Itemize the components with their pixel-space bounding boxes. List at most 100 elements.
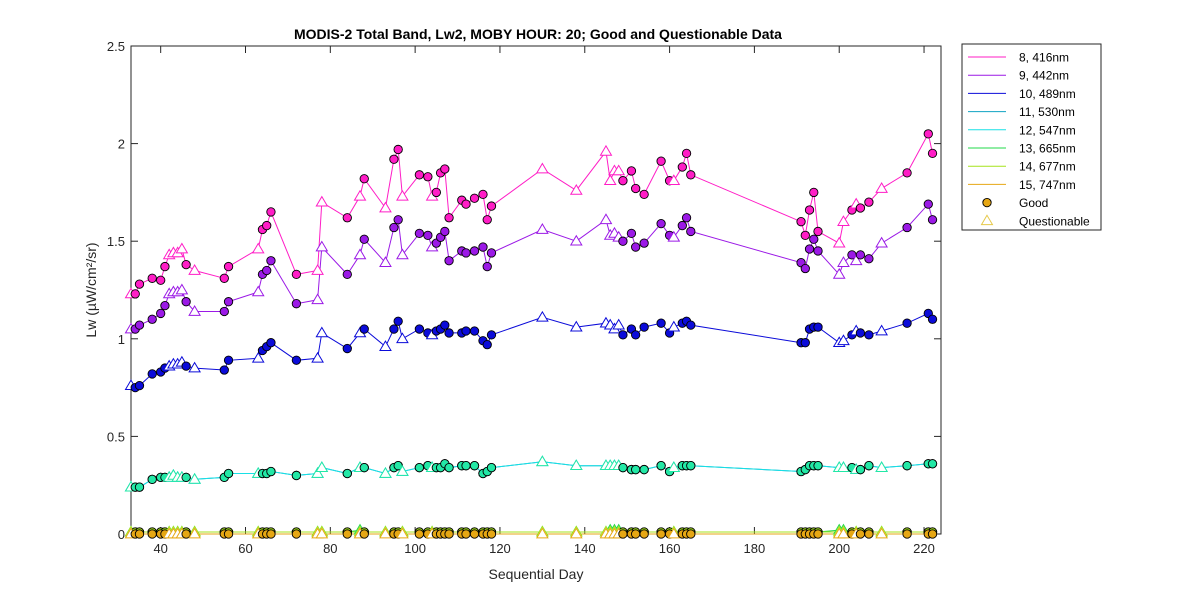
good-point xyxy=(359,462,369,473)
good-point xyxy=(927,314,938,324)
good-point xyxy=(342,269,352,280)
y-tick-label: 0.5 xyxy=(107,429,125,444)
legend-label-8: 8, 416nm xyxy=(1019,51,1069,65)
good-point xyxy=(626,228,637,239)
axes-box xyxy=(130,45,942,535)
series-markers xyxy=(124,129,938,539)
questionable-point xyxy=(599,213,613,225)
good-point xyxy=(639,529,649,539)
questionable-point xyxy=(396,465,409,476)
good-point xyxy=(291,269,302,280)
good-point xyxy=(181,529,191,539)
good-point xyxy=(482,215,492,225)
good-point xyxy=(927,529,938,539)
good-point xyxy=(160,261,170,272)
questionable-point xyxy=(379,340,392,351)
good-point xyxy=(618,330,628,340)
good-point xyxy=(855,529,866,539)
legend-label-13: 13, 665nm xyxy=(1019,142,1076,156)
questionable-point xyxy=(251,351,265,363)
questionable-point xyxy=(379,256,392,268)
good-point xyxy=(796,217,806,227)
chart-title: MODIS-2 Total Band, Lw2, MOBY HOUR: 20; … xyxy=(294,26,782,42)
good-point xyxy=(902,168,912,178)
good-point xyxy=(618,529,628,539)
good-point xyxy=(134,380,145,391)
questionable-point xyxy=(315,527,329,539)
good-point xyxy=(414,228,425,239)
good-point xyxy=(461,326,471,336)
good-point xyxy=(864,461,874,471)
good-point xyxy=(156,308,166,319)
y-tick-label: 1 xyxy=(118,332,125,347)
good-point xyxy=(864,197,874,207)
good-point xyxy=(147,273,157,283)
questionable-point xyxy=(832,267,846,279)
questionable-point xyxy=(311,467,324,478)
questionable-point xyxy=(379,467,392,478)
good-point xyxy=(262,220,272,231)
good-point xyxy=(631,242,641,252)
questionable-point xyxy=(569,320,583,332)
good-point xyxy=(686,461,696,471)
good-point xyxy=(147,474,157,484)
good-point xyxy=(359,234,369,244)
questionable-point xyxy=(837,334,850,346)
good-point xyxy=(444,256,454,266)
good-point xyxy=(631,183,641,194)
y-axis-label: Lw (µW/cm²/sr) xyxy=(83,242,99,337)
good-point xyxy=(927,148,938,159)
good-point xyxy=(359,529,369,539)
questionable-point xyxy=(599,144,613,156)
good-point xyxy=(639,238,649,248)
questionable-point xyxy=(875,527,889,539)
x-tick-label: 160 xyxy=(659,541,681,556)
good-point xyxy=(134,482,145,492)
legend-label-12: 12, 547nm xyxy=(1019,123,1076,137)
good-point xyxy=(855,250,866,260)
good-point xyxy=(478,242,488,252)
questionable-point xyxy=(667,230,681,242)
plot-area: 40 60 80 100 120 140 160 180 200 220 0 0.5 1 1.5 2 2.5 xyxy=(107,39,942,556)
good-point xyxy=(923,199,933,209)
x-tick-label: 180 xyxy=(744,541,766,556)
x-tick-label: 120 xyxy=(489,541,511,556)
good-point xyxy=(444,462,454,473)
legend-label-questionable: Questionable xyxy=(1019,214,1090,228)
good-point xyxy=(927,459,938,469)
questionable-point xyxy=(188,361,201,373)
good-point xyxy=(686,320,696,330)
questionable-point xyxy=(188,527,201,539)
good-point xyxy=(681,148,692,159)
good-point xyxy=(266,466,276,477)
questionable-point xyxy=(569,183,583,195)
good-point xyxy=(927,215,938,225)
good-point xyxy=(223,261,234,272)
good-point xyxy=(130,289,140,299)
questionable-point xyxy=(311,293,324,305)
questionable-point xyxy=(535,455,549,467)
good-point xyxy=(219,365,229,375)
good-point xyxy=(342,213,352,223)
questionable-point xyxy=(353,248,367,260)
good-point xyxy=(223,355,234,365)
good-point xyxy=(266,338,276,348)
good-point xyxy=(809,234,819,244)
questionable-point xyxy=(353,189,367,201)
questionable-point xyxy=(612,318,626,330)
good-point xyxy=(414,170,425,180)
good-point xyxy=(813,529,823,539)
good-point xyxy=(686,529,696,539)
questionable-point xyxy=(311,351,324,363)
questionable-point xyxy=(535,527,549,539)
questionable-point xyxy=(837,461,850,472)
good-point xyxy=(389,222,399,233)
good-point xyxy=(469,529,480,539)
questionable-point xyxy=(837,527,850,539)
good-point xyxy=(461,248,471,258)
questionable-point xyxy=(875,461,889,472)
good-point xyxy=(219,273,229,283)
legend-label-10: 10, 489nm xyxy=(1019,87,1076,101)
good-point xyxy=(219,306,229,317)
good-point xyxy=(423,172,433,182)
